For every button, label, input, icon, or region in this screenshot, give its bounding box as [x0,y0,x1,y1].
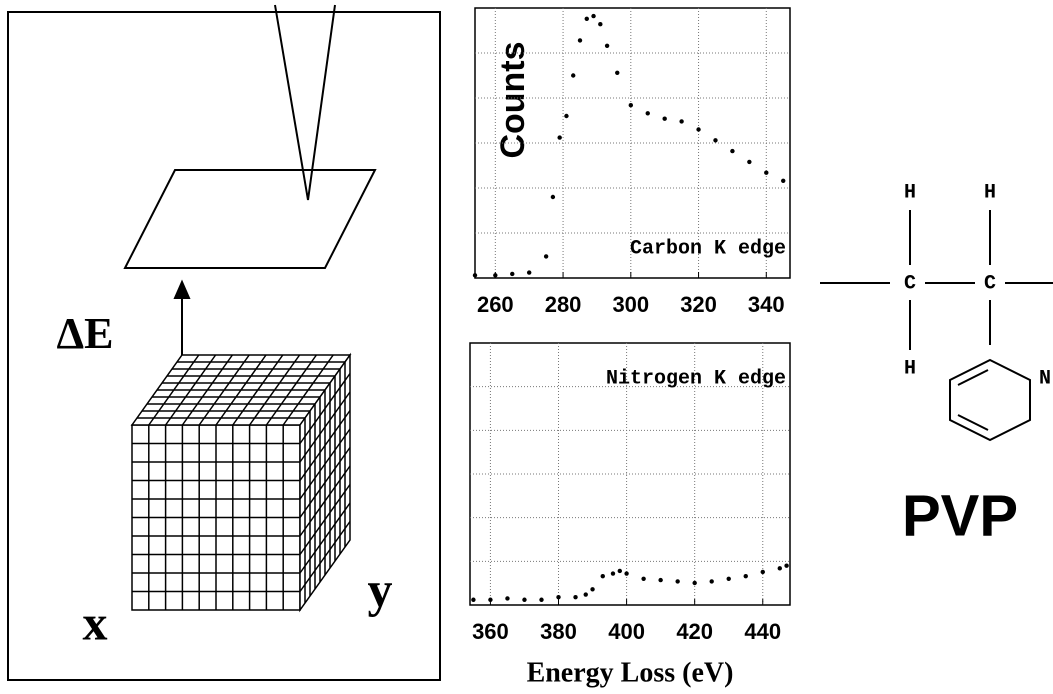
molecule [820,210,1053,442]
x-tick-label: 420 [676,619,713,644]
atom: H [984,181,996,204]
data-point [600,573,605,579]
y-label: Counts [494,41,532,158]
data-point [764,170,769,175]
cube-grid [248,354,301,426]
data-point [471,597,476,602]
data-point [781,178,786,183]
data-point [617,568,622,574]
data-point [510,271,515,277]
data-point [730,148,735,154]
cube-grid [299,521,351,592]
data-point [624,571,629,576]
x-tick-label: 320 [680,292,717,317]
data-point [590,587,595,592]
cube-grid [232,354,284,426]
x-axis-label: x [83,594,108,650]
data-point [604,43,610,48]
data-point [713,138,718,143]
data-point [493,273,498,278]
x-label: Energy Loss (eV) [527,657,734,688]
data-point [539,597,544,602]
data-point [784,563,789,568]
data-point [564,113,569,119]
data-point [583,592,588,597]
data-point [709,579,714,584]
cube-grid [299,484,351,555]
cube-grid [299,447,351,518]
cube-grid [282,354,334,426]
data-point [522,597,527,602]
data-point [526,270,532,275]
cube [130,352,352,613]
molecule-name: PVP [902,483,1018,548]
data-point [556,594,561,600]
annotation: Nitrogen K edge [606,367,786,390]
data-point [679,119,684,124]
data-point [571,73,576,78]
annotation: Carbon K edge [630,237,786,260]
data-point [641,576,646,581]
x-tick-label: 300 [612,292,649,317]
data-point [615,70,620,76]
probe [274,4,336,201]
atom: C [984,272,996,295]
cube-diagram [7,4,441,681]
data-point [577,38,583,43]
data-point [726,576,731,581]
data-point [658,577,663,583]
atom: C [904,272,916,295]
data-point [696,127,701,132]
x-tick-label: 440 [744,619,781,644]
cube-grid [299,502,351,574]
data-point [584,16,589,21]
data-point [591,13,596,19]
data-point [628,103,634,108]
data-point [598,22,603,27]
data-point [610,571,616,576]
data-point [557,135,562,140]
data-point [743,573,748,579]
data-point [760,569,765,575]
data-point [747,159,752,165]
delta-e-label: ΔE [57,309,114,358]
atom: N [1039,367,1051,390]
y-axis-label: y [368,561,393,617]
cube-grid [299,465,351,537]
data-point [472,273,478,278]
data-point [777,566,782,571]
x-tick-label: 340 [748,292,785,317]
data-point [488,597,493,602]
data-point [675,579,680,584]
data-point [550,194,556,200]
atom: H [904,181,916,204]
x-tick-label: 280 [545,292,582,317]
arrow-head [173,279,191,299]
data-point [543,254,549,259]
x-tick-label: 400 [608,619,645,644]
atom: H [904,357,916,380]
data-point [645,111,650,116]
data-point [573,594,578,600]
data-point [692,580,697,586]
cube-grid [265,354,318,426]
x-tick-label: 260 [477,292,514,317]
x-tick-label: 380 [540,619,577,644]
data-point [505,596,510,601]
plane [123,169,377,269]
data-point [662,116,667,121]
x-tick-label: 360 [472,619,509,644]
panel-frame [7,11,441,681]
